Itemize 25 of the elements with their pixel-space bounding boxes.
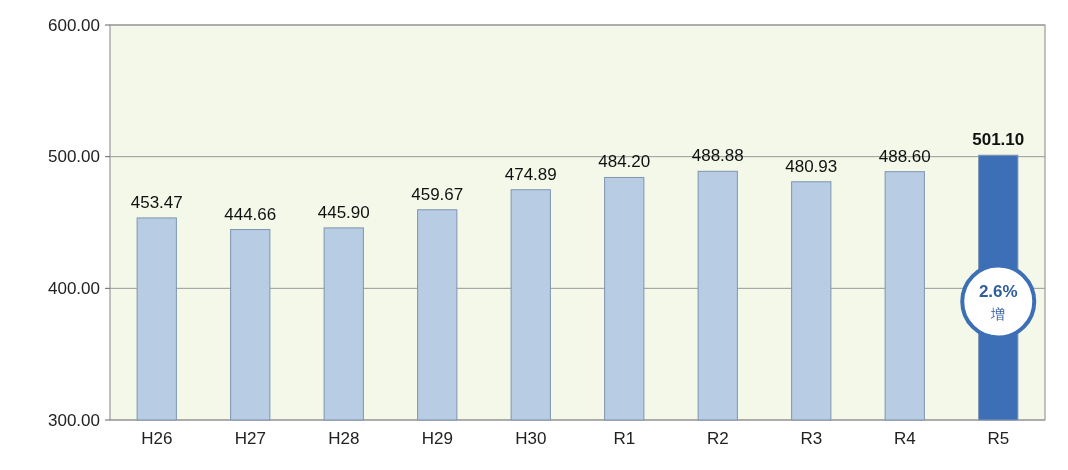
y-tick-label: 500.00 <box>48 147 100 167</box>
x-tick-label: R5 <box>987 429 1010 448</box>
x-tick-label: R2 <box>706 429 729 448</box>
data-label: 459.67 <box>411 184 464 204</box>
y-tick-label: 600.00 <box>48 15 100 35</box>
x-tick-label: R4 <box>893 429 916 448</box>
data-label: 484.20 <box>598 152 651 172</box>
x-tick-label: H29 <box>421 429 453 448</box>
data-label: 453.47 <box>130 192 183 212</box>
x-tick-label: R1 <box>613 429 636 448</box>
data-label: 488.88 <box>691 146 744 166</box>
y-tick-label: 300.00 <box>48 410 100 430</box>
data-label: 474.89 <box>504 164 557 184</box>
data-label: 445.90 <box>317 202 370 222</box>
y-tick-label: 400.00 <box>48 278 100 298</box>
x-tick-label: H26 <box>141 429 173 448</box>
x-tick-label: H27 <box>234 429 266 448</box>
annotation: 2.6% 増 <box>978 281 1018 322</box>
x-tick-label: H30 <box>515 429 547 448</box>
data-label: 501.10 <box>972 130 1025 150</box>
data-label: 488.60 <box>878 146 931 166</box>
x-tick-label: H28 <box>328 429 360 448</box>
data-label: 480.93 <box>785 156 838 176</box>
data-label: 444.66 <box>224 204 277 224</box>
x-tick-label: R3 <box>800 429 823 448</box>
